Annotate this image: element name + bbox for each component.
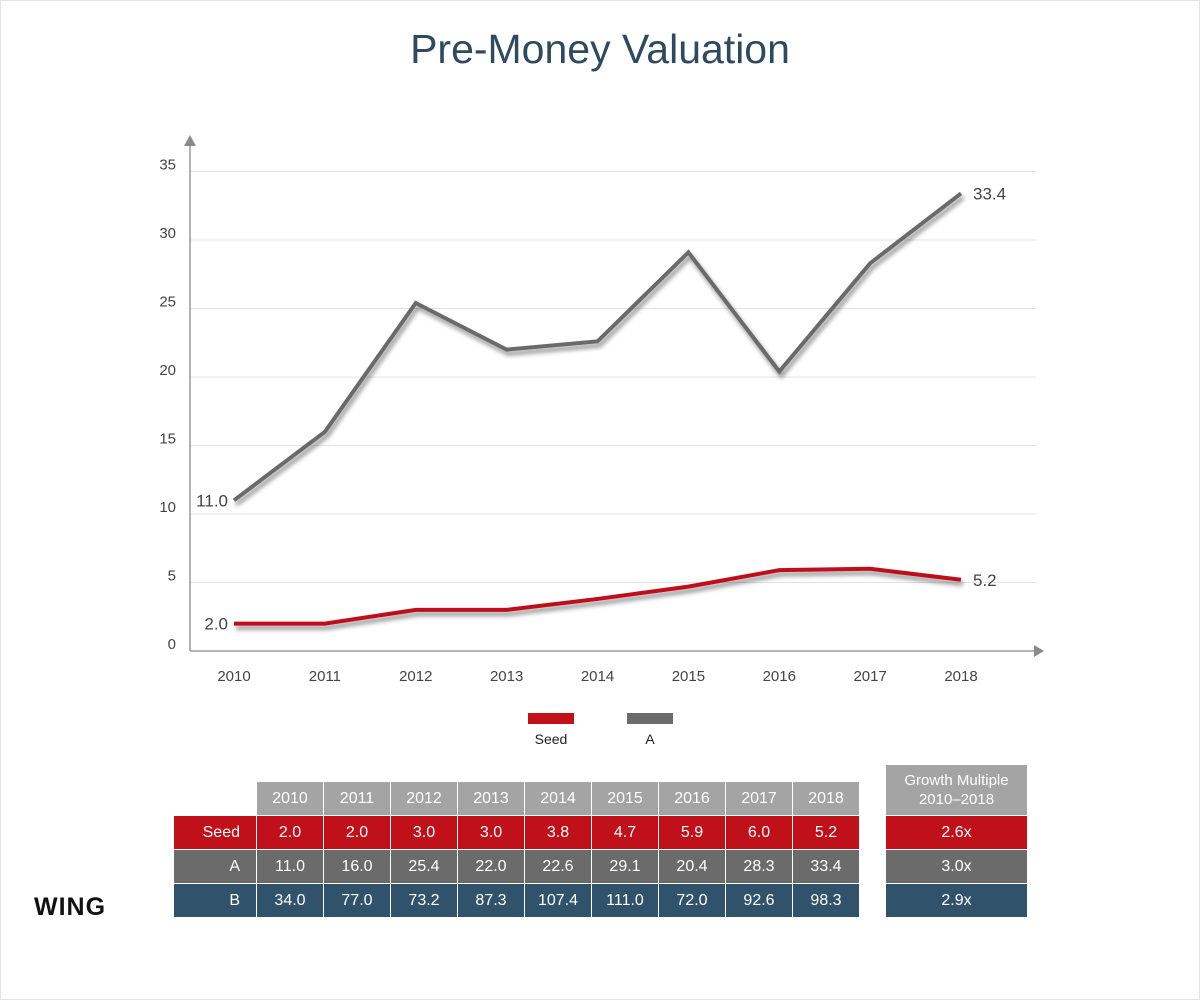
x-tick-labels: 2010 2011 2012 2013 2014 2015 2016 2017 2018: [217, 668, 977, 685]
table-cell: 34.0: [257, 884, 323, 917]
gridlines: [190, 171, 1036, 583]
row-label-seed: Seed: [174, 816, 256, 849]
legend-swatch-seed: [528, 713, 574, 724]
growth-cell-a: 3.0x: [886, 850, 1027, 883]
table-corner: [174, 782, 256, 815]
series-line-seed: [234, 566, 962, 626]
table-cell: 33.4: [793, 850, 859, 883]
x-tick-2011: 2011: [309, 668, 341, 685]
legend-item-seed: Seed: [506, 713, 596, 747]
table-cell: 22.6: [525, 850, 591, 883]
x-tick-2013: 2013: [490, 668, 523, 685]
x-tick-2017: 2017: [853, 668, 886, 685]
table-header-2013: 2013: [458, 782, 524, 815]
table-header-2018: 2018: [793, 782, 859, 815]
table-cell: 77.0: [324, 884, 390, 917]
table-cell: 5.2: [793, 816, 859, 849]
growth-header-range: 2010–2018: [918, 791, 995, 808]
y-axis-arrow: [184, 135, 196, 146]
growth-cell-b: 2.9x: [886, 884, 1027, 917]
table-cell: 98.3: [793, 884, 859, 917]
x-tick-2014: 2014: [581, 668, 614, 685]
table-cell: 29.1: [592, 850, 658, 883]
table-header-2016: 2016: [659, 782, 725, 815]
table-cell: 2.0: [324, 816, 390, 849]
table-cell: 22.0: [458, 850, 524, 883]
table-header-2015: 2015: [592, 782, 658, 815]
row-label-b: B: [174, 884, 256, 917]
y-tick-35: 35: [159, 157, 176, 174]
legend-label-seed: Seed: [534, 731, 568, 747]
growth-header-title: Growth Multiple: [904, 772, 1009, 789]
table-cell: 3.8: [525, 816, 591, 849]
data-label-a-start: 11.0: [196, 491, 228, 510]
legend-swatch-a: [627, 713, 673, 724]
table-cell: 28.3: [726, 850, 792, 883]
table-cell: 107.4: [525, 884, 591, 917]
y-tick-20: 20: [159, 362, 176, 379]
table-cell: 111.0: [592, 884, 658, 917]
table-cell: 20.4: [659, 850, 725, 883]
y-tick-labels: 0 5 10 15 20 25 30 35: [159, 157, 176, 654]
table-cell: 87.3: [458, 884, 524, 917]
x-tick-2015: 2015: [672, 668, 705, 685]
x-tick-2016: 2016: [763, 668, 796, 685]
table-cell: 3.0: [458, 816, 524, 849]
y-tick-0: 0: [168, 636, 176, 653]
y-tick-10: 10: [159, 499, 176, 516]
y-tick-5: 5: [168, 568, 176, 585]
table-row-a: A 11.0 16.0 25.4 22.0 22.6 29.1 20.4 28.…: [174, 850, 859, 883]
table-cell: 25.4: [391, 850, 457, 883]
y-tick-15: 15: [159, 431, 176, 448]
row-label-a: A: [174, 850, 256, 883]
data-labels: 2.0 5.2 11.0 33.4: [196, 184, 1006, 633]
table-cell: 3.0: [391, 816, 457, 849]
series-line-a: [232, 191, 963, 502]
table-header-2017: 2017: [726, 782, 792, 815]
chart-title: Pre-Money Valuation: [410, 26, 790, 72]
data-label-seed-end: 5.2: [973, 571, 997, 590]
table-cell: 2.0: [257, 816, 323, 849]
table-cell: 92.6: [726, 884, 792, 917]
table-cell: 72.0: [659, 884, 725, 917]
data-label-a-end: 33.4: [973, 184, 1006, 203]
valuation-table: 2010 2011 2012 2013 2014 2015 2016 2017 …: [173, 781, 860, 918]
table-row-seed: Seed 2.0 2.0 3.0 3.0 3.8 4.7 5.9 6.0 5.2: [174, 816, 859, 849]
table-cell: 5.9: [659, 816, 725, 849]
wing-logo: WING: [34, 893, 107, 921]
table-header-2012: 2012: [391, 782, 457, 815]
data-label-seed-start: 2.0: [204, 615, 228, 634]
table-cell: 73.2: [391, 884, 457, 917]
x-tick-2018: 2018: [944, 668, 977, 685]
table-cell: 4.7: [592, 816, 658, 849]
x-tick-2010: 2010: [217, 668, 250, 685]
table-cell: 11.0: [257, 850, 323, 883]
x-axis-arrow: [1034, 645, 1044, 657]
axes: [184, 135, 1044, 657]
table-header-row: 2010 2011 2012 2013 2014 2015 2016 2017 …: [174, 782, 859, 815]
table-header-2011: 2011: [324, 782, 390, 815]
x-tick-2012: 2012: [399, 668, 432, 685]
y-tick-30: 30: [159, 225, 176, 242]
legend-item-a: A: [605, 713, 695, 747]
growth-cell-seed: 2.6x: [886, 816, 1027, 849]
table-cell: 6.0: [726, 816, 792, 849]
legend-label-a: A: [645, 731, 655, 747]
y-tick-25: 25: [159, 294, 176, 311]
growth-header: Growth Multiple 2010–2018: [886, 765, 1027, 815]
table-header-2014: 2014: [525, 782, 591, 815]
table-cell: 16.0: [324, 850, 390, 883]
table-header-2010: 2010: [257, 782, 323, 815]
growth-multiple-table: Growth Multiple 2010–2018 2.6x 3.0x 2.9x: [886, 765, 1027, 917]
series-lines: [232, 191, 963, 626]
table-row-b: B 34.0 77.0 73.2 87.3 107.4 111.0 72.0 9…: [174, 884, 859, 917]
